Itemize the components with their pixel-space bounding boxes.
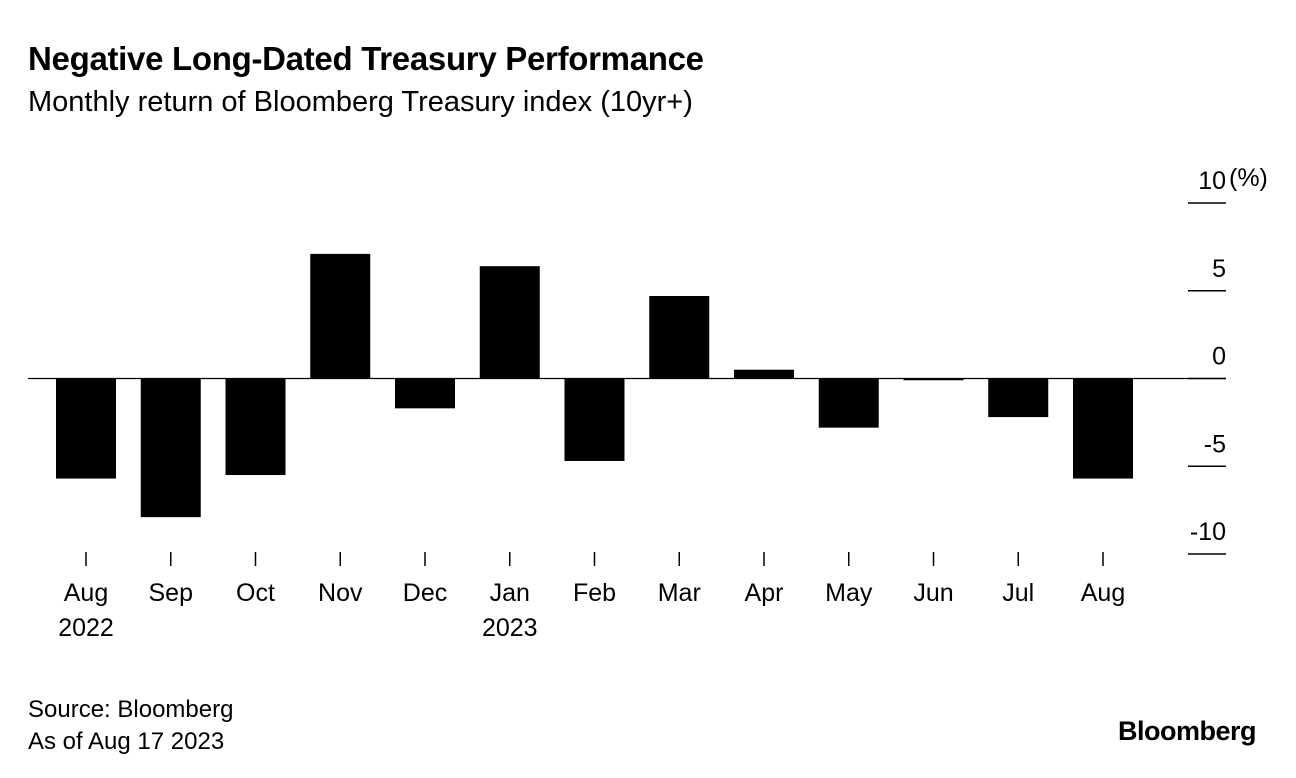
y-tick-label: 5 <box>1212 255 1226 283</box>
x-tick-label: Mar <box>658 579 701 607</box>
chart-title: Negative Long-Dated Treasury Performance <box>28 40 704 77</box>
x-tick-label: Feb <box>573 579 616 607</box>
x-tick-label: Aug <box>64 579 108 607</box>
bar <box>818 378 879 428</box>
bar <box>734 369 794 379</box>
source-note: Source: Bloomberg As of Aug 17 2023 <box>28 694 233 758</box>
bar <box>903 378 964 381</box>
x-tick-label: Jan <box>490 579 530 607</box>
bar <box>395 378 455 409</box>
bar <box>310 253 371 379</box>
x-tick-label: Dec <box>403 579 447 607</box>
bar <box>564 378 625 461</box>
y-tick-label: 0 <box>1212 343 1226 371</box>
y-unit-label: (%) <box>1229 164 1268 192</box>
x-tick-label: May <box>825 579 873 607</box>
x-tick-label: Jun <box>913 579 953 607</box>
bar <box>56 378 116 479</box>
chart-subtitle: Monthly return of Bloomberg Treasury ind… <box>28 86 693 118</box>
bar <box>225 378 286 476</box>
y-tick-label: 10 <box>1198 167 1226 195</box>
source-label: Source: Bloomberg <box>28 696 234 723</box>
bloomberg-logo: Bloomberg <box>1117 716 1257 746</box>
bar <box>140 378 201 518</box>
bar <box>649 296 710 379</box>
y-tick-label: -5 <box>1204 430 1226 458</box>
x-tick-label: Jul <box>1002 579 1034 607</box>
x-year-label: 2023 <box>482 614 538 642</box>
bar <box>1073 378 1133 479</box>
x-tick-label: Oct <box>236 579 275 607</box>
bar <box>479 266 540 379</box>
x-year-label: 2022 <box>58 614 114 642</box>
x-tick-label: Nov <box>318 579 363 607</box>
y-tick-label: -10 <box>1190 518 1226 546</box>
x-tick-label: Aug <box>1081 579 1125 607</box>
bar <box>988 378 1049 418</box>
as-of-date: As of Aug 17 2023 <box>28 728 225 755</box>
x-tick-label: Apr <box>745 579 784 607</box>
x-tick-label: Sep <box>149 579 193 607</box>
